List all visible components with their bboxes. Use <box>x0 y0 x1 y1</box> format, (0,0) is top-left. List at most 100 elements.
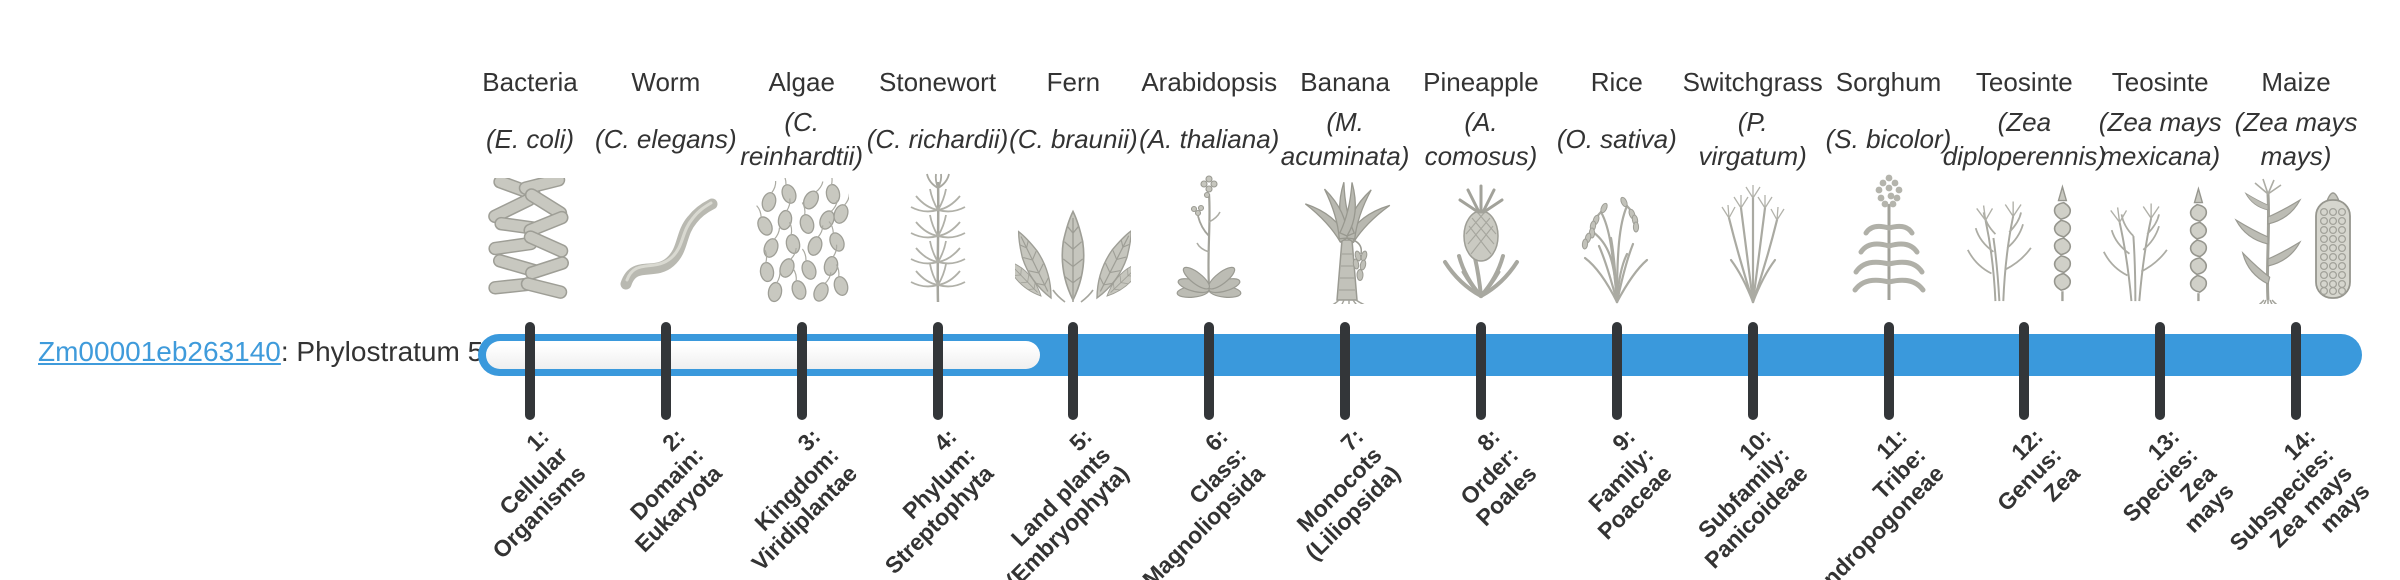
timeline-tick <box>1204 322 1215 420</box>
organism-name: Rice <box>1549 67 1685 98</box>
organism-scientific-name: (Zea mays mays) <box>2228 96 2364 184</box>
organism-sci-text: (A. comosus) <box>1424 107 1538 171</box>
timeline-tick <box>2291 322 2302 420</box>
organism-scientific-name: (C. richardii) <box>866 96 1009 184</box>
organism-column-teosinte-1: Teosinte (Zea diploperennis) <box>1943 40 2106 580</box>
timeline-tick <box>525 322 535 420</box>
organism-scientific-name: (A. thaliana) <box>1139 96 1280 184</box>
organism-sci-text: (Zea diploperennis) <box>1942 107 2107 171</box>
organism-sci-text: (O. sativa) <box>1556 124 1677 155</box>
organism-name: Stonewort <box>870 67 1006 98</box>
timeline-tick <box>660 322 671 420</box>
timeline-tick <box>2155 322 2166 420</box>
teosinte-icon <box>1956 172 2092 304</box>
organism-sci-text: (A. thaliana) <box>1139 124 1280 155</box>
switchgrass-icon <box>1685 172 1821 304</box>
organism-column-sorghum: Sorghum (S. bicolor) 11: Tribe <box>1806 40 1957 580</box>
organism-name-text: Fern <box>1046 67 1101 97</box>
organism-scientific-name: (A. comosus) <box>1413 96 1549 184</box>
timeline-tick <box>2019 322 2030 420</box>
organism-name: Algae <box>734 67 870 98</box>
organism-name: Pineapple <box>1413 67 1549 98</box>
organism-name: Sorghum <box>1821 67 1957 98</box>
pineapple-icon <box>1413 172 1549 304</box>
organism-column-maize: Maize (Zea mays mays) <box>2224 40 2375 580</box>
organism-name: Maize <box>2228 67 2364 98</box>
organism-column-bacteria: Bacteria (E. coli) <box>462 40 598 580</box>
rice-icon <box>1549 172 1685 304</box>
organism-name: Teosinte <box>1956 67 2092 98</box>
organism-name: Fern <box>1005 67 1141 98</box>
organism-name: Banana <box>1277 67 1413 98</box>
timeline-tick <box>1747 322 1758 420</box>
phylostratum-label: 13: Species: Zea mays <box>2116 423 2239 538</box>
timeline-tick <box>1340 322 1351 420</box>
phylostratum-label: 1: Cellular Organisms <box>486 423 591 564</box>
organism-sci-text: (C. reinhardtii) <box>740 107 864 171</box>
organism-scientific-name: (M. acuminata) <box>1277 96 1413 184</box>
organism-name-text: Algae <box>768 67 835 97</box>
organism-scientific-name: (S. bicolor) <box>1821 96 1957 184</box>
timeline-tick <box>932 322 943 420</box>
organism-column-switchgrass: Switchgrass (P. virgatum) 10 <box>1682 40 1823 580</box>
phylostratum-label: 7: Monocots (Liliopsida) <box>1291 423 1406 565</box>
organism-name-text: Teosinte <box>1975 67 2073 97</box>
phylostratum-label: 9: Family: Poaceae <box>1583 423 1677 545</box>
maize-icon <box>2228 172 2364 304</box>
organism-column-banana: Banana (M. acuminata) <box>1277 40 1413 580</box>
organism-scientific-name: (C. braunii) <box>1005 96 1141 184</box>
timeline-tick <box>1475 322 1486 420</box>
phylostratum-label: 8: Order: Poales <box>1454 423 1542 531</box>
bacteria-icon <box>462 172 598 304</box>
banana-icon <box>1277 172 1413 304</box>
organism-name: Arabidopsis <box>1141 67 1278 98</box>
phylostratum-label: 12: Genus: Zea <box>1991 423 2085 516</box>
organism-scientific-name: (Zea mays mexicana) <box>2092 96 2228 184</box>
worm-icon <box>598 172 734 304</box>
organism-name: Worm <box>598 67 734 98</box>
organism-sci-text: (C. elegans) <box>595 124 737 155</box>
organism-name-text: Pineapple <box>1423 67 1539 97</box>
organism-name-text: Rice <box>1590 67 1643 97</box>
organism-column-arabidopsis: Arabidopsis (A. thaliana) <box>1137 40 1280 580</box>
organism-sci-text: (C. braunii) <box>1009 124 1138 155</box>
organism-name-text: Sorghum <box>1835 67 1942 97</box>
gene-label: Zm00001eb263140: Phylostratum 5 <box>38 336 483 368</box>
organism-sci-text: (S. bicolor) <box>1825 124 1952 155</box>
organism-column-algae: Algae (C. reinhardtii) <box>734 40 870 580</box>
organism-name: Switchgrass <box>1682 67 1823 98</box>
organism-name-text: Banana <box>1300 67 1390 97</box>
timeline-bar <box>478 334 2362 376</box>
organism-column-worm: Worm (C. elegans) 2: Domain: Eukaryota <box>595 40 737 580</box>
organism-name-text: Worm <box>631 67 701 97</box>
fern-icon <box>1005 172 1141 304</box>
timeline-tick <box>1068 322 1079 420</box>
timeline-tick <box>1611 322 1622 420</box>
organism-sci-text: (C. richardii) <box>866 124 1009 155</box>
organism-sci-text: (Zea mays mays) <box>2234 107 2358 171</box>
organism-scientific-name: (C. reinhardtii) <box>734 96 870 184</box>
phylostratum-label: 2: Domain: Eukaryota <box>624 423 726 557</box>
gene-id-link[interactable]: Zm00001eb263140 <box>38 336 281 367</box>
organism-sci-text: (P. virgatum) <box>1698 107 1807 171</box>
algae-icon <box>734 172 870 304</box>
sorghum-icon <box>1821 172 1957 304</box>
organism-scientific-name: (Zea diploperennis) <box>1943 96 2106 184</box>
organism-sci-text: (E. coli) <box>485 124 575 155</box>
organism-name: Bacteria <box>462 67 598 98</box>
organism-scientific-name: (C. elegans) <box>595 96 737 184</box>
organism-scientific-name: (P. virgatum) <box>1685 96 1821 184</box>
organism-name-text: Teosinte <box>2111 67 2209 97</box>
organism-column-stonewort: Stonewort (C. richardii) <box>866 40 1009 580</box>
organism-sci-text: (M. acuminata) <box>1280 107 1410 171</box>
organism-column-fern: Fern (C. braunii) <box>1000 40 1141 580</box>
gene-phylostratum-text: : Phylostratum 5 <box>280 336 484 367</box>
timeline-tick <box>796 322 807 420</box>
organism-name-text: Arabidopsis <box>1141 67 1278 97</box>
organism-column-teosinte-2: Teosinte (Zea mays mexicana) <box>2092 40 2239 580</box>
organism-name-text: Switchgrass <box>1682 67 1823 97</box>
phylostratum-label: 14: Subspecies: Zea mays mays <box>2223 423 2375 556</box>
organism-column-rice: Rice (O. sativa) <box>1549 40 1685 580</box>
phylostratum-label: 3: Kingdom: Viridiplantae <box>746 423 862 576</box>
